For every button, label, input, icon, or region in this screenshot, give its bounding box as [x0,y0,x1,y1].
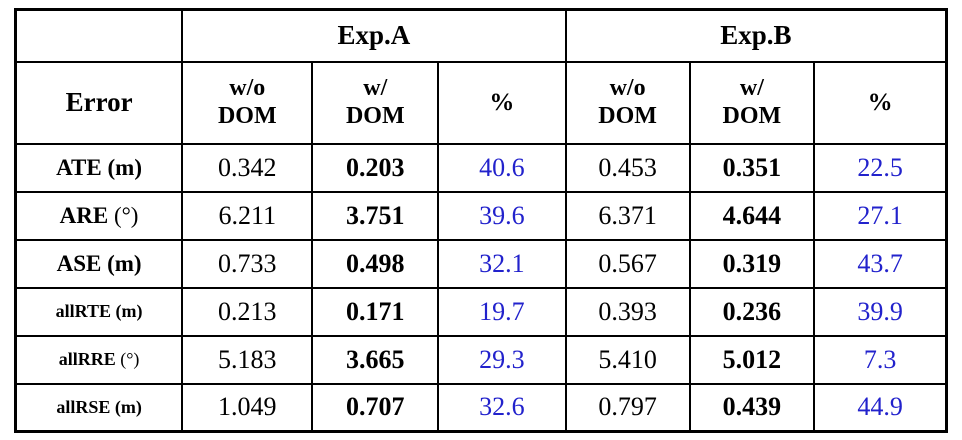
cell-expA-wo-dom: 0.213 [181,286,314,337]
col-header-expB-percent: % [813,60,948,145]
dom-label: DOM [722,102,782,129]
metric-unit: (°) [120,349,140,369]
cell-expA-w-dom: 0.203 [311,142,440,193]
row-label-allrte: allRTE (m) [14,286,184,337]
table-row-ate: ATE (m) 0.342 0.203 40.6 0.453 0.351 22.… [14,142,948,193]
metric-name: allRSE [56,396,111,417]
wo-label: w/o [609,74,646,101]
cell-expA-percent: 32.6 [437,382,567,433]
cell-expB-wo-dom: 0.393 [564,286,691,337]
metric-name: ATE [56,154,102,180]
row-label-ase: ASE (m) [14,238,184,289]
cell-expB-wo-dom: 0.567 [564,238,691,289]
table-row-allrre: allRRE (°) 5.183 3.665 29.3 5.410 5.012 … [14,334,948,385]
metric-unit: (m) [107,154,142,180]
cell-expA-percent: 29.3 [437,334,567,385]
row-label-allrse: allRSE (m) [14,382,184,433]
cell-expA-wo-dom: 5.183 [181,334,314,385]
dom-label: DOM [345,102,405,129]
cell-expA-wo-dom: 6.211 [181,190,314,241]
row-label-ate: ATE (m) [14,142,184,193]
metric-unit: (°) [113,202,139,228]
cell-expA-percent: 19.7 [437,286,567,337]
cell-expB-wo-dom: 0.797 [564,382,691,433]
wo-label: w/o [229,74,266,101]
cell-expB-w-dom: 0.439 [688,382,816,433]
cell-expB-w-dom: 4.644 [688,190,816,241]
metric-name: ASE [56,250,102,276]
group-header-exp-b: Exp.B [564,8,948,63]
cell-expA-wo-dom: 0.342 [181,142,314,193]
col-header-expB-w-dom: w/ DOM [688,60,816,145]
cell-expB-percent: 7.3 [813,334,948,385]
metric-name: allRRE [58,349,116,369]
cell-expB-w-dom: 0.236 [688,286,816,337]
col-header-expB-wo-dom: w/o DOM [564,60,691,145]
table-row-ase: ASE (m) 0.733 0.498 32.1 0.567 0.319 43.… [14,238,948,289]
table-row-allrse: allRSE (m) 1.049 0.707 32.6 0.797 0.439 … [14,382,948,433]
cell-expB-percent: 27.1 [813,190,948,241]
cell-expB-wo-dom: 5.410 [564,334,691,385]
corner-cell [14,8,184,63]
dom-label: DOM [598,102,657,129]
w-label: w/ [739,74,764,101]
row-label-allrre: allRRE (°) [14,334,184,385]
table-row-allrte: allRTE (m) 0.213 0.171 19.7 0.393 0.236 … [14,286,948,337]
metric-unit: (m) [114,396,142,417]
cell-expA-wo-dom: 1.049 [181,382,314,433]
cell-expA-w-dom: 3.751 [311,190,440,241]
col-header-expA-percent: % [437,60,567,145]
cell-expA-w-dom: 0.171 [311,286,440,337]
column-header-row: Error w/o DOM w/ DOM % w/o DOM w/ DOM % [14,60,948,145]
cell-expA-w-dom: 0.498 [311,238,440,289]
cell-expA-wo-dom: 0.733 [181,238,314,289]
dom-label: DOM [217,102,277,129]
group-header-row: Exp.A Exp.B [14,8,948,63]
metric-unit: (m) [115,301,143,321]
col-header-expA-wo-dom: w/o DOM [181,60,314,145]
metric-unit: (m) [107,250,142,276]
error-comparison-table: Exp.A Exp.B Error w/o DOM w/ DOM % w/o D… [14,8,948,433]
cell-expB-w-dom: 0.319 [688,238,816,289]
row-label-are: ARE (°) [14,190,184,241]
cell-expB-percent: 43.7 [813,238,948,289]
group-header-exp-a: Exp.A [181,8,567,63]
w-label: w/ [363,74,388,101]
error-column-header: Error [14,60,184,145]
cell-expB-percent: 39.9 [813,286,948,337]
cell-expB-w-dom: 5.012 [688,334,816,385]
cell-expA-percent: 39.6 [437,190,567,241]
cell-expA-w-dom: 3.665 [311,334,440,385]
cell-expB-wo-dom: 0.453 [564,142,691,193]
cell-expA-percent: 40.6 [437,142,567,193]
cell-expA-w-dom: 0.707 [311,382,440,433]
cell-expB-percent: 22.5 [813,142,948,193]
col-header-expA-w-dom: w/ DOM [311,60,440,145]
table-row-are: ARE (°) 6.211 3.751 39.6 6.371 4.644 27.… [14,190,948,241]
cell-expB-w-dom: 0.351 [688,142,816,193]
metric-name: ARE [59,202,109,228]
metric-name: allRTE [55,301,112,321]
cell-expB-percent: 44.9 [813,382,948,433]
cell-expA-percent: 32.1 [437,238,567,289]
cell-expB-wo-dom: 6.371 [564,190,691,241]
